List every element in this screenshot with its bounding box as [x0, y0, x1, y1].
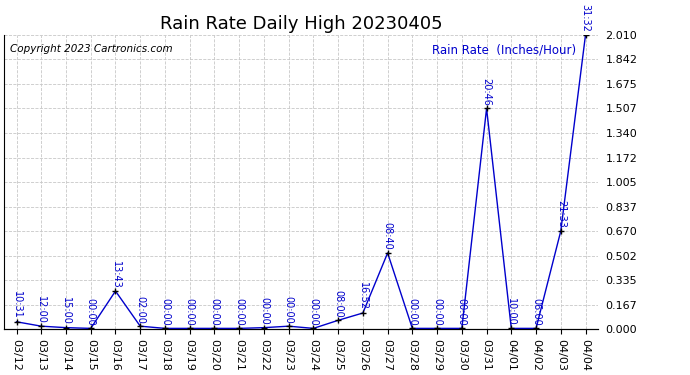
Text: 00:00: 00:00: [185, 298, 195, 326]
Text: 16:52: 16:52: [358, 282, 368, 310]
Text: 10:31: 10:31: [12, 291, 21, 319]
Text: 00:00: 00:00: [234, 298, 244, 326]
Text: 12:00: 12:00: [37, 296, 46, 323]
Text: 31:32: 31:32: [580, 4, 591, 32]
Text: Rain Rate  (Inches/Hour): Rain Rate (Inches/Hour): [432, 44, 575, 57]
Text: 00:00: 00:00: [407, 298, 417, 326]
Text: 06:00: 06:00: [531, 298, 541, 326]
Text: 21:33: 21:33: [555, 200, 566, 228]
Text: 15:00: 15:00: [61, 297, 71, 325]
Text: 00:00: 00:00: [432, 298, 442, 326]
Text: Copyright 2023 Cartronics.com: Copyright 2023 Cartronics.com: [10, 44, 172, 54]
Text: 08:40: 08:40: [383, 222, 393, 250]
Text: 00:00: 00:00: [259, 297, 269, 325]
Text: 10:00: 10:00: [506, 298, 516, 326]
Text: 00:00: 00:00: [284, 296, 294, 323]
Text: 20:46: 20:46: [482, 78, 491, 106]
Text: 00:00: 00:00: [210, 298, 219, 326]
Text: 00:00: 00:00: [160, 298, 170, 326]
Title: Rain Rate Daily High 20230405: Rain Rate Daily High 20230405: [159, 15, 442, 33]
Text: 00:00: 00:00: [457, 298, 467, 326]
Text: 08:00: 08:00: [333, 290, 343, 318]
Text: 02:00: 02:00: [135, 296, 145, 323]
Text: 00:00: 00:00: [86, 298, 96, 326]
Text: 13:43: 13:43: [110, 261, 121, 288]
Text: 00:00: 00:00: [308, 298, 318, 326]
